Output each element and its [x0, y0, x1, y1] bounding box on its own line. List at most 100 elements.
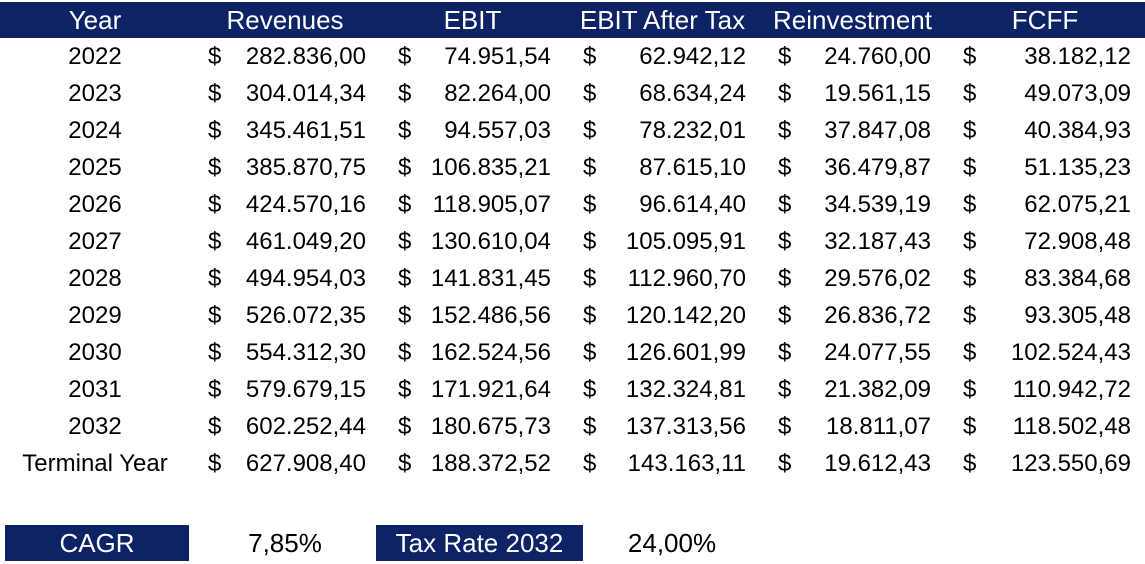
summary-row: CAGR 7,85% Tax Rate 2032 24,00% [0, 525, 1145, 562]
dollar-sign: $ [398, 264, 412, 292]
column-header-reinvestment: Reinvestment [773, 4, 932, 35]
cagr-label-box: CAGR [5, 525, 189, 561]
fcff-cell: $102.524,43 [945, 339, 1145, 367]
reinvestment-cell: $34.539,19 [760, 191, 945, 219]
dollar-sign: $ [583, 301, 597, 329]
table-row: 2028 $494.954,03 $141.831,45 $112.960,70… [0, 260, 1145, 297]
dollar-sign: $ [208, 338, 222, 366]
year-cell: 2024 [68, 116, 122, 144]
dollar-sign: $ [583, 227, 597, 255]
dollar-sign: $ [963, 264, 977, 292]
table-header-row: Year Revenues EBIT EBIT After Tax Reinve… [0, 2, 1145, 38]
dollar-sign: $ [963, 42, 977, 70]
revenues-value: 627.908,40 [245, 449, 366, 477]
dollar-sign: $ [963, 412, 977, 440]
reinvestment-cell: $24.760,00 [760, 43, 945, 71]
column-header-year: Year [68, 4, 122, 35]
revenues-cell: $579.679,15 [190, 376, 380, 404]
ebit-after-tax-value: 96.614,40 [639, 190, 746, 218]
fcff-value: 93.305,48 [1024, 301, 1131, 329]
table-row: 2030 $554.312,30 $162.524,56 $126.601,99… [0, 334, 1145, 371]
year-cell: 2026 [68, 190, 122, 218]
revenues-value: 385.870,75 [245, 153, 366, 181]
reinvestment-value: 36.479,87 [824, 153, 931, 181]
dollar-sign: $ [963, 338, 977, 366]
dollar-sign: $ [208, 449, 222, 477]
ebit-value: 94.557,03 [444, 116, 551, 144]
reinvestment-cell: $18.811,07 [760, 413, 945, 441]
ebit-after-tax-value: 105.095,91 [625, 227, 746, 255]
ebit-after-tax-cell: $62.942,12 [565, 43, 760, 71]
ebit-after-tax-cell: $87.615,10 [565, 154, 760, 182]
dollar-sign: $ [208, 301, 222, 329]
reinvestment-value: 32.187,43 [824, 227, 931, 255]
ebit-cell: $162.524,56 [380, 339, 565, 367]
dollar-sign: $ [778, 449, 792, 477]
dollar-sign: $ [208, 227, 222, 255]
dollar-sign: $ [963, 227, 977, 255]
dollar-sign: $ [398, 153, 412, 181]
column-header-revenues: Revenues [226, 4, 344, 35]
table-row: Terminal Year $627.908,40 $188.372,52 $1… [0, 445, 1145, 482]
ebit-value: 141.831,45 [430, 264, 551, 292]
dollar-sign: $ [208, 116, 222, 144]
fcff-cell: $72.908,48 [945, 228, 1145, 256]
ebit-value: 106.835,21 [430, 153, 551, 181]
dollar-sign: $ [963, 449, 977, 477]
dollar-sign: $ [778, 190, 792, 218]
fcff-cell: $38.182,12 [945, 43, 1145, 71]
fcff-cell: $118.502,48 [945, 413, 1145, 441]
dollar-sign: $ [778, 153, 792, 181]
dollar-sign: $ [398, 190, 412, 218]
ebit-cell: $152.486,56 [380, 302, 565, 330]
dollar-sign: $ [208, 375, 222, 403]
dollar-sign: $ [398, 116, 412, 144]
reinvestment-cell: $29.576,02 [760, 265, 945, 293]
year-cell: 2023 [68, 79, 122, 107]
dollar-sign: $ [398, 227, 412, 255]
dollar-sign: $ [778, 227, 792, 255]
dollar-sign: $ [963, 190, 977, 218]
table-row: 2023 $304.014,34 $82.264,00 $68.634,24 $… [0, 75, 1145, 112]
dollar-sign: $ [583, 264, 597, 292]
ebit-after-tax-cell: $120.142,20 [565, 302, 760, 330]
revenues-cell: $304.014,34 [190, 80, 380, 108]
revenues-value: 345.461,51 [245, 116, 366, 144]
fcff-value: 49.073,09 [1024, 79, 1131, 107]
dollar-sign: $ [778, 264, 792, 292]
ebit-after-tax-cell: $105.095,91 [565, 228, 760, 256]
cagr-value: 7,85% [248, 528, 322, 558]
reinvestment-value: 34.539,19 [824, 190, 931, 218]
revenues-cell: $526.072,35 [190, 302, 380, 330]
table-body: 2022 $282.836,00 $74.951,54 $62.942,12 $… [0, 38, 1145, 482]
fcff-value: 62.075,21 [1024, 190, 1131, 218]
fcff-value: 83.384,68 [1024, 264, 1131, 292]
dollar-sign: $ [963, 153, 977, 181]
year-cell: 2031 [68, 375, 122, 403]
fcff-cell: $83.384,68 [945, 265, 1145, 293]
fcff-value: 40.384,93 [1024, 116, 1131, 144]
reinvestment-value: 19.561,15 [824, 79, 931, 107]
reinvestment-cell: $19.612,43 [760, 450, 945, 478]
fcff-value: 72.908,48 [1024, 227, 1131, 255]
ebit-cell: $74.951,54 [380, 43, 565, 71]
reinvestment-cell: $21.382,09 [760, 376, 945, 404]
dollar-sign: $ [583, 375, 597, 403]
ebit-value: 118.905,07 [432, 190, 551, 218]
fcff-cell: $51.135,23 [945, 154, 1145, 182]
dollar-sign: $ [583, 338, 597, 366]
dollar-sign: $ [963, 116, 977, 144]
dollar-sign: $ [398, 301, 412, 329]
dollar-sign: $ [208, 412, 222, 440]
table-row: 2026 $424.570,16 $118.905,07 $96.614,40 … [0, 186, 1145, 223]
dollar-sign: $ [583, 449, 597, 477]
revenues-value: 579.679,15 [245, 375, 366, 403]
ebit-value: 82.264,00 [444, 79, 551, 107]
reinvestment-value: 21.382,09 [824, 375, 931, 403]
dollar-sign: $ [583, 116, 597, 144]
revenues-value: 304.014,34 [245, 79, 366, 107]
revenues-cell: $627.908,40 [190, 450, 380, 478]
reinvestment-value: 29.576,02 [824, 264, 931, 292]
fcff-value: 51.135,23 [1024, 153, 1131, 181]
